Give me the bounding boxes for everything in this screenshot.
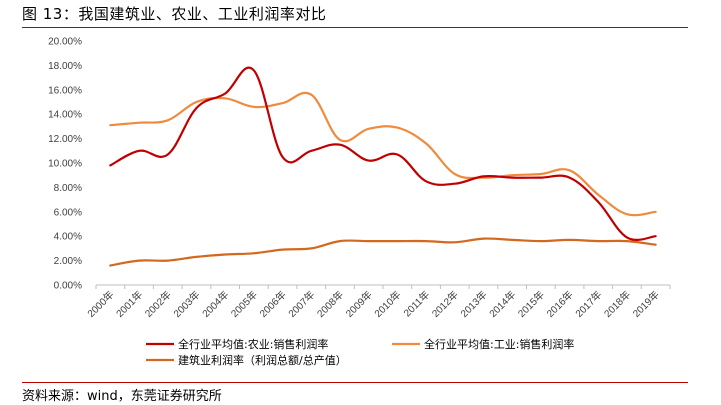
y-tick-label: 18.00%	[48, 61, 82, 72]
x-tick-label: 2013年	[458, 288, 490, 320]
x-tick-label: 2010年	[371, 288, 403, 320]
y-tick-label: 0.00%	[54, 281, 82, 292]
y-tick-label: 20.00%	[48, 37, 82, 48]
y-tick-label: 8.00%	[54, 183, 82, 194]
series-layer	[109, 66, 657, 267]
x-tick-label: 2011年	[401, 288, 432, 319]
x-tick-label: 2003年	[171, 288, 203, 320]
x-tick-label: 2007年	[285, 288, 317, 320]
y-axis: 0.00% 2.00% 4.00% 6.00% 8.00% 10.00% 12.00% 14.…	[48, 37, 82, 292]
x-tick-label: 2001年	[113, 288, 145, 320]
series-line-2	[109, 237, 657, 267]
legend-label-2: 建筑业利润率（利润总额/总产值）	[178, 353, 347, 367]
series-line-0	[109, 66, 657, 241]
legend-label-1: 全行业平均值:工业:销售利润率	[424, 337, 574, 351]
legend: 全行业平均值:农业:销售利润率 全行业平均值:工业:销售利润率建筑业利润率（利润总…	[146, 337, 574, 367]
x-tick-label: 2004年	[199, 288, 231, 320]
source-note: 资料来源：wind，东莞证券研究所	[22, 389, 222, 404]
y-tick-label: 12.00%	[48, 134, 82, 145]
x-tick-label: 2012年	[429, 288, 461, 320]
x-tick-label: 2016年	[544, 288, 576, 320]
x-tick-label: 2018年	[601, 288, 633, 320]
y-tick-label: 4.00%	[54, 232, 82, 243]
x-tick-label: 2005年	[228, 288, 260, 320]
legend-label-0: 全行业平均值:农业:销售利润率	[178, 337, 328, 351]
x-tick-label: 2008年	[314, 288, 346, 320]
y-tick-label: 6.00%	[54, 207, 82, 218]
x-tick-label: 2006年	[257, 288, 289, 320]
title-rule	[22, 27, 688, 28]
x-tick-label: 2014年	[486, 288, 518, 320]
x-axis: 2000年2001年2002年2003年2004年2005年2006年2007年…	[84, 284, 671, 320]
y-tick-label: 14.00%	[48, 110, 82, 121]
x-tick-label: 2000年	[84, 288, 116, 320]
x-tick-label: 2002年	[142, 288, 174, 320]
x-tick-label: 2017年	[572, 288, 604, 320]
y-tick-label: 2.00%	[54, 256, 82, 267]
source-rule	[22, 382, 688, 383]
x-tick-label: 2009年	[343, 288, 375, 320]
y-tick-label: 10.00%	[48, 159, 82, 170]
figure-title: 图 13：我国建筑业、农业、工业利润率对比	[22, 5, 327, 23]
y-tick-label: 16.00%	[48, 85, 82, 96]
x-tick-label: 2015年	[515, 288, 547, 320]
series-line-1	[109, 91, 657, 217]
x-tick-label: 2019年	[630, 288, 662, 320]
